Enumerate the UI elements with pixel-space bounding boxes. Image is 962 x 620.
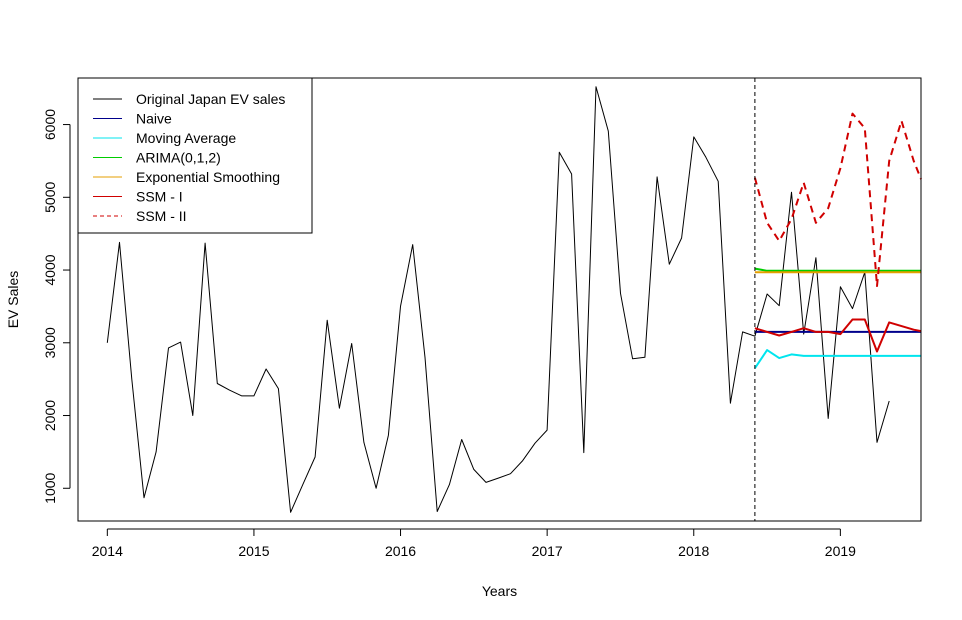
x-axis-title: Years [482, 583, 517, 599]
legend: Original Japan EV sales Naive Moving Avera… [77, 77, 313, 234]
x-tick-label: 2018 [678, 543, 709, 559]
series-line-moving-average [754, 349, 921, 369]
y-tick-label: 4000 [42, 254, 58, 285]
x-tick-label: 2019 [825, 543, 856, 559]
series-line-ssm-ii [753, 112, 922, 287]
x-tick-label: 2017 [532, 543, 563, 559]
x-tick-label: 2014 [92, 543, 123, 559]
legend-label-moving-average: Moving Average [136, 130, 236, 146]
series-line-arima-0-1-2 [754, 267, 921, 272]
y-tick-label: 1000 [42, 472, 58, 503]
legend-label-naive: Naive [136, 111, 172, 127]
plot-frame [77, 77, 922, 522]
series-line-ssm-i [754, 318, 922, 353]
y-tick-label: 5000 [42, 182, 58, 213]
y-tick-label: 2000 [42, 400, 58, 431]
y-tick-label: 3000 [42, 327, 58, 358]
y-axis-title: EV Sales [5, 271, 21, 329]
legend-label-ssm-ii: SSM - II [136, 208, 187, 224]
x-tick-label: 2015 [238, 543, 269, 559]
y-axis: 1000 2000 3000 4000 5000 6000 [42, 109, 71, 504]
legend-label-exponential-smoothing: Exponential Smoothing [136, 169, 280, 185]
legend-box [77, 77, 313, 234]
y-tick-label: 6000 [42, 109, 58, 140]
legend-label-arima-0-1-2: ARIMA(0,1,2) [136, 150, 221, 166]
legend-label-original-japan-ev-sales: Original Japan EV sales [136, 91, 285, 107]
series-line-original-japan-ev-sales [106, 86, 890, 513]
x-tick-label: 2016 [385, 543, 416, 559]
legend-label-ssm-i: SSM - I [136, 189, 183, 205]
chart-marks [106, 86, 922, 513]
x-axis: 2014 2015 2016 2017 2018 2019 [92, 528, 856, 559]
